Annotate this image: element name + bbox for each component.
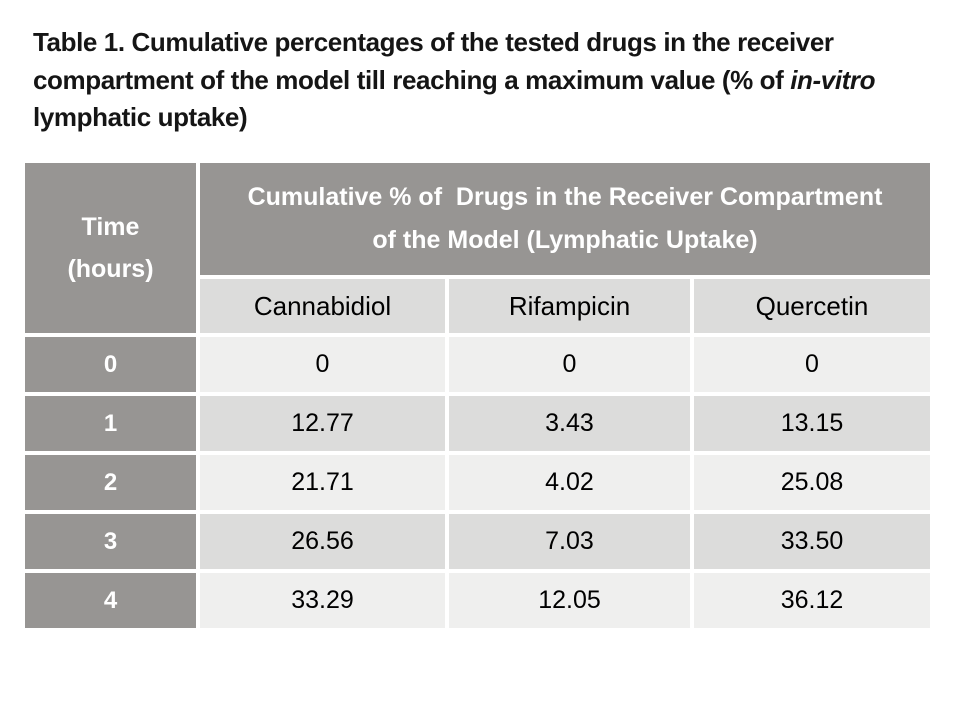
data-cell: 21.71 — [200, 455, 445, 510]
table-row: 1 12.77 3.43 13.15 — [25, 396, 930, 451]
time-cell: 0 — [25, 337, 196, 392]
data-cell: 36.12 — [694, 573, 930, 628]
main-header-cell: Cumulative % of Drugs in the Receiver Co… — [200, 163, 930, 275]
table-header: Time (hours) Cumulative % of Drugs in th… — [25, 163, 930, 333]
time-cell: 4 — [25, 573, 196, 628]
table-body: 0 0 0 0 1 12.77 3.43 13.15 2 21.71 4.02 25.08 3 26.56… — [25, 337, 930, 628]
table-row: 4 33.29 12.05 36.12 — [25, 573, 930, 628]
data-cell: 13.15 — [694, 396, 930, 451]
slide-title: Table 1. Cumulative percentages of the t… — [33, 24, 935, 137]
data-cell: 25.08 — [694, 455, 930, 510]
data-cell: 26.56 — [200, 514, 445, 569]
data-cell: 12.05 — [449, 573, 690, 628]
time-header-cell: Time (hours) — [25, 163, 196, 333]
table-row: 2 21.71 4.02 25.08 — [25, 455, 930, 510]
data-table: Time (hours) Cumulative % of Drugs in th… — [21, 159, 934, 632]
time-cell: 1 — [25, 396, 196, 451]
title-text: Table 1. Cumulative percentages of the t… — [33, 27, 834, 95]
data-cell: 4.02 — [449, 455, 690, 510]
header-row-main: Time (hours) Cumulative % of Drugs in th… — [25, 163, 930, 333]
column-header-cannabidiol: Cannabidiol — [200, 279, 445, 333]
table-container: Time (hours) Cumulative % of Drugs in th… — [21, 159, 934, 632]
data-cell: 33.29 — [200, 573, 445, 628]
column-header-rifampicin: Rifampicin — [449, 279, 690, 333]
header-row-drugs: Cannabidiol Rifampicin Quercetin — [25, 279, 930, 333]
time-cell: 3 — [25, 514, 196, 569]
data-cell: 3.43 — [449, 396, 690, 451]
data-cell: 0 — [449, 337, 690, 392]
column-header-quercetin: Quercetin — [694, 279, 930, 333]
data-cell: 0 — [694, 337, 930, 392]
data-cell: 12.77 — [200, 396, 445, 451]
table-row: 3 26.56 7.03 33.50 — [25, 514, 930, 569]
title-text-end: lymphatic uptake) — [33, 102, 248, 133]
data-cell: 0 — [200, 337, 445, 392]
data-cell: 33.50 — [694, 514, 930, 569]
time-cell: 2 — [25, 455, 196, 510]
title-italic-text: in-vitro — [790, 64, 876, 95]
data-cell: 7.03 — [449, 514, 690, 569]
